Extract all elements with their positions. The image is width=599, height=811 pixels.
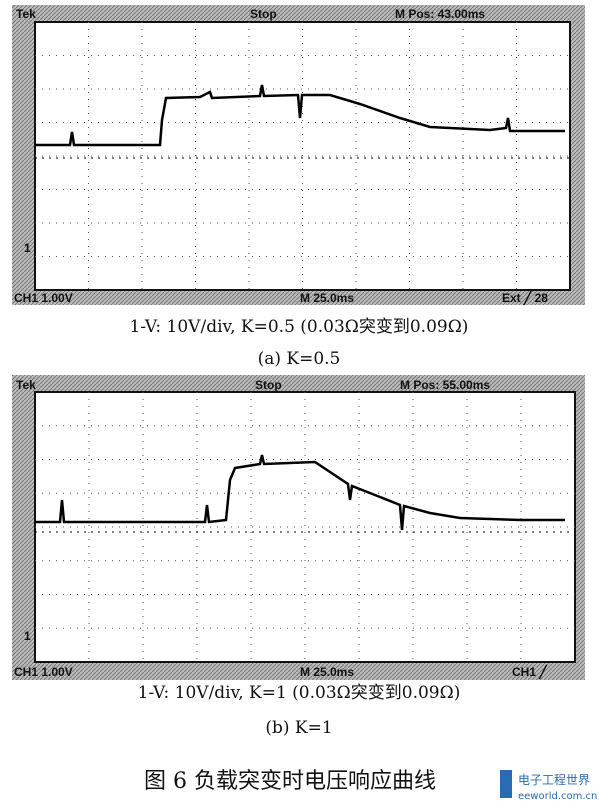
run-state: Stop bbox=[255, 378, 282, 392]
timebase: M 25.0ms bbox=[300, 291, 354, 305]
trace bbox=[35, 84, 565, 147]
trace bbox=[35, 454, 565, 531]
watermark-site: eeworld.com.cn bbox=[518, 791, 597, 802]
position: M Pos: 43.00ms bbox=[395, 7, 485, 21]
watermark-logo bbox=[500, 770, 512, 798]
scope-panel-a: Tek Stop M Pos: 43.00ms CH1 1.00V M 25.0… bbox=[12, 5, 585, 369]
channel-marker: 1 bbox=[24, 241, 31, 255]
caption: 1-V: 10V/div, K=1 (0.03Ω突变到0.09Ω) bbox=[138, 683, 461, 703]
run-state: Stop bbox=[250, 7, 277, 21]
timebase: M 25.0ms bbox=[300, 665, 354, 679]
scope-screen bbox=[34, 391, 576, 663]
position: M Pos: 55.00ms bbox=[400, 378, 490, 392]
watermark-name: 电子工程世界 bbox=[518, 772, 590, 787]
caption: 1-V: 10V/div, K=0.5 (0.03Ω突变到0.09Ω) bbox=[130, 317, 469, 337]
channel: CH1 1.00V bbox=[14, 665, 73, 679]
scope-panel-b: Tek Stop M Pos: 55.00ms CH1 1.00V M 25.0… bbox=[12, 375, 585, 738]
channel: CH1 1.00V bbox=[14, 291, 73, 305]
trigger: CH1 ╱ bbox=[512, 664, 548, 680]
channel-marker: 1 bbox=[24, 629, 31, 643]
sub-label: (b) K=1 bbox=[265, 718, 332, 738]
figure-title: 图 6 负载突变时电压响应曲线 bbox=[144, 769, 436, 794]
brand: Tek bbox=[16, 7, 36, 21]
brand: Tek bbox=[16, 378, 36, 392]
trigger: Ext ╱ 28 bbox=[502, 290, 548, 306]
sub-label: (a) K=0.5 bbox=[258, 349, 341, 369]
